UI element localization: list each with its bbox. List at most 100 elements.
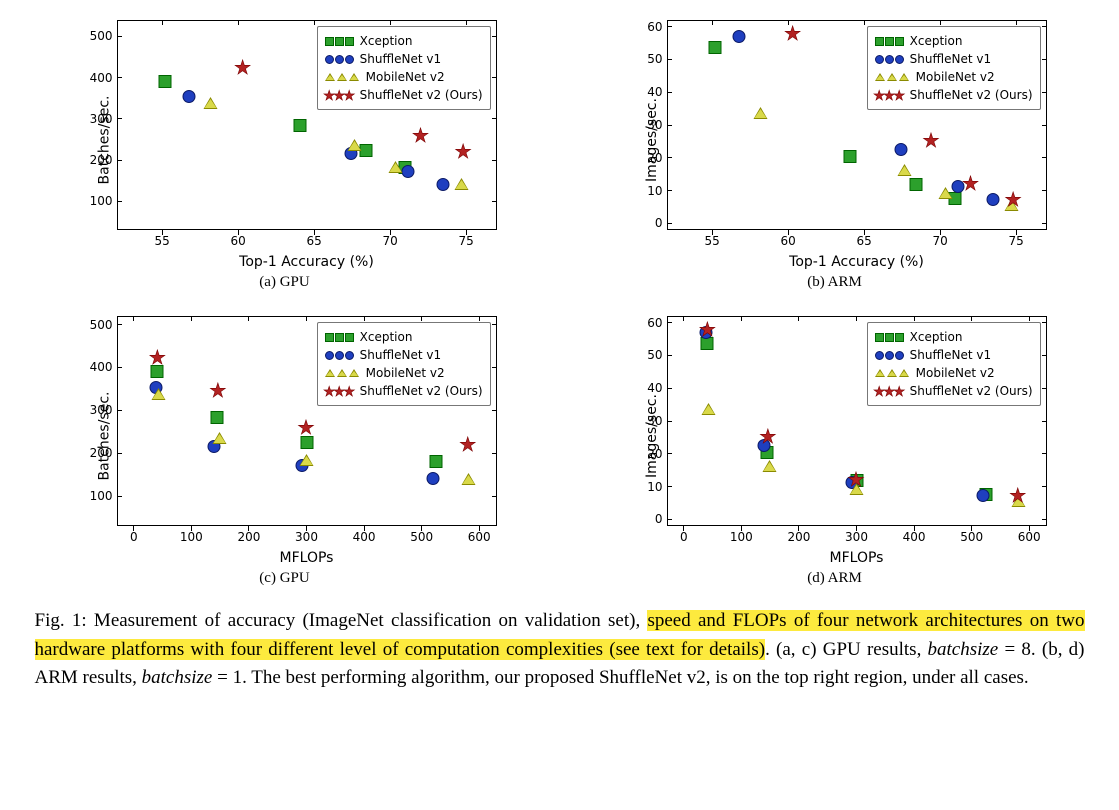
legend-marker-xception [325,333,354,342]
subplot-b: Images/sec.Top-1 Accuracy (%)01020304050… [605,10,1065,270]
legend-label-shufflev1: ShuffleNet v1 [360,346,441,364]
subcaption-b: (b) ARM [807,274,862,291]
legend-label-shufflev1: ShuffleNet v1 [910,346,991,364]
y-tick-label: 0 [623,512,663,526]
legend-label-mobilev2: MobileNet v2 [366,68,445,86]
x-tick-label: 55 [154,234,169,248]
legend-item-xception: Xception [325,32,483,50]
legend-item-xception: Xception [875,328,1033,346]
legend-item-shufflev2: ★ ★ ★ ShuffleNet v2 (Ours) [875,382,1033,400]
subplot-a: Batches/sec.Top-1 Accuracy (%)1002003004… [55,10,515,270]
x-tick-label: 70 [382,234,397,248]
legend-item-shufflev1: ShuffleNet v1 [325,50,483,68]
legend-marker-mobilev2 [875,73,910,82]
legend-label-shufflev1: ShuffleNet v1 [360,50,441,68]
legend-label-xception: Xception [360,328,413,346]
figure-caption: Fig. 1: Measurement of accuracy (ImageNe… [35,607,1085,693]
x-tick-label: 200 [237,530,260,544]
x-tick-label: 500 [960,530,983,544]
legend-item-shufflev1: ShuffleNet v1 [875,50,1033,68]
x-tick-label: 400 [903,530,926,544]
y-tick-label: 200 [73,446,113,460]
legend-marker-shufflev1 [325,351,354,360]
y-axis-label: Images/sec. [643,394,659,478]
legend: XceptionShuffleNet v1 MobileNet v2 ★ ★ ★… [867,26,1041,110]
x-tick-label: 100 [730,530,753,544]
y-tick-label: 500 [73,29,113,43]
x-tick-label: 0 [680,530,688,544]
legend-label-shufflev2: ShuffleNet v2 (Ours) [360,382,483,400]
y-tick-label: 60 [623,316,663,330]
legend-label-shufflev2: ShuffleNet v2 (Ours) [910,86,1033,104]
legend-item-shufflev2: ★ ★ ★ ShuffleNet v2 (Ours) [325,86,483,104]
figure-grid: Batches/sec.Top-1 Accuracy (%)1002003004… [35,10,1085,587]
legend-item-shufflev1: ShuffleNet v1 [875,346,1033,364]
legend-item-mobilev2: MobileNet v2 [875,364,1033,382]
y-tick-label: 40 [623,381,663,395]
x-tick-label: 100 [180,530,203,544]
y-tick-label: 100 [73,489,113,503]
y-tick-label: 300 [73,112,113,126]
caption-batchsize-1: batchsize [928,639,999,660]
y-axis-label: Batches/sec. [96,96,112,185]
x-axis-label: Top-1 Accuracy (%) [667,254,1047,270]
legend-marker-shufflev2: ★ ★ ★ [325,387,354,396]
legend-marker-xception [875,333,904,342]
y-tick-label: 50 [623,348,663,362]
x-axis-label: MFLOPs [117,550,497,566]
legend-marker-shufflev1 [325,55,354,64]
subcaption-a: (a) GPU [259,274,309,291]
caption-post1: . (a, c) GPU results, [765,639,927,660]
legend-label-mobilev2: MobileNet v2 [366,364,445,382]
y-tick-label: 0 [623,216,663,230]
legend: XceptionShuffleNet v1 MobileNet v2 ★ ★ ★… [867,322,1041,406]
y-tick-label: 30 [623,414,663,428]
legend-label-shufflev1: ShuffleNet v1 [910,50,991,68]
legend-marker-xception [875,37,904,46]
x-tick-label: 200 [787,530,810,544]
subplot-d: Images/sec.MFLOPs01020304050600100200300… [605,306,1065,566]
y-tick-label: 30 [623,118,663,132]
legend-label-shufflev2: ShuffleNet v2 (Ours) [360,86,483,104]
legend-label-xception: Xception [360,32,413,50]
subplot-d-wrap: Images/sec.MFLOPs01020304050600100200300… [585,306,1085,587]
x-tick-label: 60 [230,234,245,248]
legend-marker-mobilev2 [325,369,360,378]
x-tick-label: 75 [1008,234,1023,248]
subplot-b-wrap: Images/sec.Top-1 Accuracy (%)01020304050… [585,10,1085,291]
legend-label-xception: Xception [910,328,963,346]
x-tick-label: 400 [353,530,376,544]
y-tick-label: 500 [73,318,113,332]
x-tick-label: 0 [130,530,138,544]
caption-prefix: Fig. 1: Measurement of accuracy (ImageNe… [35,610,648,631]
x-tick-label: 65 [306,234,321,248]
legend-marker-shufflev1 [875,55,904,64]
y-tick-label: 400 [73,360,113,374]
x-tick-label: 300 [845,530,868,544]
y-tick-label: 20 [623,151,663,165]
y-tick-label: 300 [73,403,113,417]
subplot-c: Batches/sec.MFLOPs1002003004005000100200… [55,306,515,566]
legend-marker-shufflev2: ★ ★ ★ [875,91,904,100]
subcaption-c: (c) GPU [259,570,309,587]
y-tick-label: 10 [623,184,663,198]
legend-label-xception: Xception [910,32,963,50]
y-tick-label: 10 [623,480,663,494]
y-axis-label: Images/sec. [643,98,659,182]
legend-item-mobilev2: MobileNet v2 [325,68,483,86]
x-axis-label: MFLOPs [667,550,1047,566]
legend: XceptionShuffleNet v1 MobileNet v2 ★ ★ ★… [317,26,491,110]
x-axis-label: Top-1 Accuracy (%) [117,254,497,270]
legend-marker-shufflev2: ★ ★ ★ [875,387,904,396]
legend-marker-xception [325,37,354,46]
legend-marker-shufflev1 [875,351,904,360]
subplot-a-wrap: Batches/sec.Top-1 Accuracy (%)1002003004… [35,10,535,291]
y-tick-label: 40 [623,85,663,99]
subcaption-d: (d) ARM [807,570,862,587]
y-tick-label: 60 [623,20,663,34]
legend-item-shufflev1: ShuffleNet v1 [325,346,483,364]
x-tick-label: 55 [704,234,719,248]
legend-marker-mobilev2 [325,73,360,82]
x-tick-label: 600 [1018,530,1041,544]
x-tick-label: 65 [856,234,871,248]
